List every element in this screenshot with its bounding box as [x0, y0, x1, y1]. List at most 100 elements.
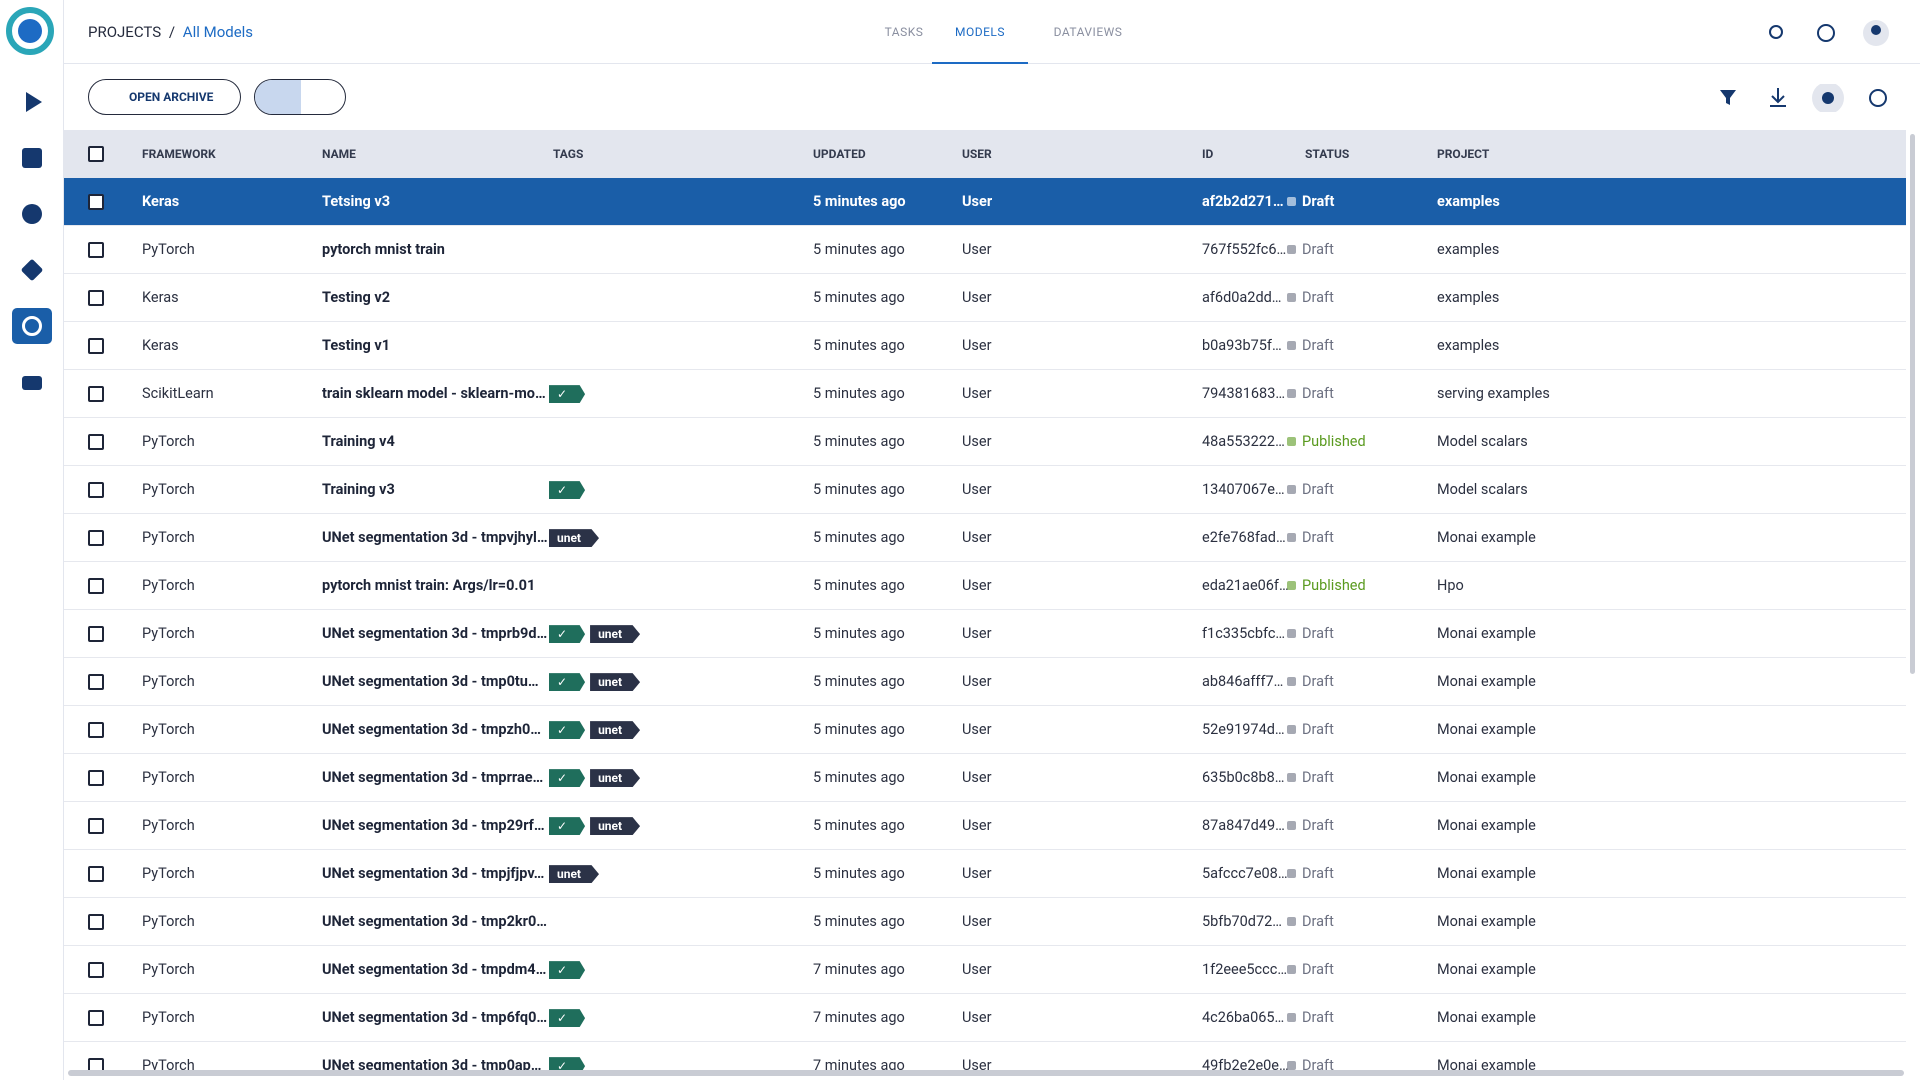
status-label: Draft	[1302, 193, 1335, 210]
row-checkbox[interactable]	[88, 770, 104, 786]
open-archive-button[interactable]: OPEN ARCHIVE	[88, 79, 241, 115]
cell: PyTorch	[142, 433, 195, 450]
cell: e2fe768fad…	[1202, 529, 1286, 546]
row-checkbox[interactable]	[88, 1010, 104, 1026]
table-row[interactable]: PyTorch pytorch mnist train 5 minutes ago U…	[64, 226, 1906, 274]
cell: 1f2eee5ccc…	[1202, 961, 1288, 978]
table-row[interactable]: PyTorch UNet segmentation 3d - tmprrae… 5 …	[64, 754, 1906, 802]
nav-pipelines[interactable]	[26, 92, 42, 112]
column-header: UPDATED	[813, 147, 866, 161]
nav-orchestration[interactable]	[22, 204, 42, 224]
cell: User	[962, 769, 992, 786]
row-checkbox[interactable]	[88, 386, 104, 402]
table-row[interactable]: PyTorch UNet segmentation 3d - tmpzh0… 5 m…	[64, 706, 1906, 754]
cell: f1c335cbfc…	[1202, 625, 1286, 642]
tag: unet	[590, 625, 641, 644]
download[interactable]	[1770, 88, 1786, 107]
table-row[interactable]: PyTorch pytorch mnist train: Args/lr=0.01…	[64, 562, 1906, 610]
row-checkbox[interactable]	[88, 818, 104, 834]
header-icons	[1769, 20, 1889, 46]
row-checkbox[interactable]	[88, 242, 104, 258]
status-cell: Draft	[1287, 802, 1334, 850]
status-icon	[1287, 389, 1296, 398]
row-checkbox[interactable]	[88, 434, 104, 450]
tag: ✓	[549, 385, 586, 404]
cell: 4c26ba065…	[1202, 1009, 1285, 1026]
cell: Monai example	[1437, 529, 1536, 546]
table-row[interactable]: PyTorch UNet segmentation 3d - tmpdm4… 7 m…	[64, 946, 1906, 994]
nav-models-active[interactable]	[12, 308, 52, 344]
cell: User	[962, 1057, 992, 1070]
row-checkbox[interactable]	[88, 722, 104, 738]
status-icon	[1287, 725, 1296, 734]
row-checkbox[interactable]	[88, 194, 104, 210]
nav-reports[interactable]	[22, 376, 42, 390]
table-row[interactable]: Keras Tetsing v3 5 minutes ago User af2b2d27…	[64, 178, 1906, 226]
tag: ✓	[549, 1009, 586, 1028]
tab[interactable]: MODELS	[932, 0, 1028, 64]
h-scrollbar[interactable]	[68, 1070, 1904, 1076]
table-row[interactable]: PyTorch Training v4 5 minutes ago User 48a55…	[64, 418, 1906, 466]
status-cell: Draft	[1287, 226, 1334, 274]
row-checkbox[interactable]	[88, 338, 104, 354]
nav-datasets[interactable]	[22, 148, 42, 168]
status-icon	[1287, 341, 1296, 350]
cell: UNet segmentation 3d - tmpdm4…	[322, 961, 547, 978]
select-all[interactable]	[88, 146, 104, 162]
refresh[interactable]	[1869, 89, 1887, 107]
table-row[interactable]: PyTorch UNet segmentation 3d - tmp0tu… 5 m…	[64, 658, 1906, 706]
models-table: FRAMEWORK NAME TAGS UPDATED USER ID STATUS PROJ…	[64, 130, 1906, 1070]
table-row[interactable]: PyTorch Training v3 5 minutes ago User 13407…	[64, 466, 1906, 514]
cell: 767f552fc6…	[1202, 241, 1287, 258]
cell: PyTorch	[142, 1009, 195, 1026]
table-row[interactable]: PyTorch UNet segmentation 3d - tmp0ap… 7 m…	[64, 1042, 1906, 1070]
cell: 5 minutes ago	[813, 481, 905, 498]
cell: 5bfb70d72…	[1202, 913, 1282, 930]
tag: unet	[549, 529, 599, 548]
row-checkbox[interactable]	[88, 962, 104, 978]
cell: PyTorch	[142, 529, 195, 546]
breadcrumb-root[interactable]: PROJECTS	[88, 23, 162, 41]
view-toggle[interactable]	[254, 79, 346, 115]
cell: UNet segmentation 3d - tmp29rf…	[322, 817, 545, 834]
search-icon[interactable]	[1769, 25, 1783, 39]
tab[interactable]: TASKS	[884, 25, 924, 39]
row-checkbox[interactable]	[88, 866, 104, 882]
cell: 7 minutes ago	[813, 1009, 905, 1026]
table-row[interactable]: ScikitLearn train sklearn model - sklearn…	[64, 370, 1906, 418]
help-icon[interactable]	[1817, 24, 1835, 42]
clear-filter[interactable]	[1720, 90, 1736, 105]
cell: train sklearn model - sklearn-mo…	[322, 385, 546, 402]
cell: UNet segmentation 3d - tmp0tu…	[322, 673, 539, 690]
tab[interactable]: DATAVIEWS	[1053, 25, 1123, 39]
breadcrumb-current[interactable]: All Models	[182, 23, 254, 41]
table-row[interactable]: Keras Testing v2 5 minutes ago User af6d0a2d…	[64, 274, 1906, 322]
row-checkbox[interactable]	[88, 674, 104, 690]
cell: User	[962, 241, 992, 258]
table-row[interactable]: PyTorch UNet segmentation 3d - tmprb9d… 5 …	[64, 610, 1906, 658]
status-icon	[1287, 581, 1296, 590]
row-checkbox[interactable]	[88, 626, 104, 642]
row-checkbox[interactable]	[88, 530, 104, 546]
row-checkbox[interactable]	[88, 578, 104, 594]
table-row[interactable]: PyTorch UNet segmentation 3d - tmp2kr0… 5 …	[64, 898, 1906, 946]
cell: examples	[1437, 289, 1500, 306]
nav-layers[interactable]	[20, 258, 44, 282]
table-row[interactable]: PyTorch UNet segmentation 3d - tmp29rf… 5 …	[64, 802, 1906, 850]
row-checkbox[interactable]	[88, 482, 104, 498]
tag: unet	[549, 865, 599, 884]
v-scrollbar[interactable]	[1910, 134, 1915, 674]
cell: Monai example	[1437, 721, 1536, 738]
cell: ab846afff7…	[1202, 673, 1284, 690]
column-header: ID	[1202, 147, 1214, 161]
cell: 5 minutes ago	[813, 193, 906, 210]
table-row[interactable]: Keras Testing v1 5 minutes ago User b0a93b75…	[64, 322, 1906, 370]
table-row[interactable]: PyTorch UNet segmentation 3d - tmpjfjpv… 5…	[64, 850, 1906, 898]
table-row[interactable]: PyTorch UNet segmentation 3d - tmpvjhyl… 5…	[64, 514, 1906, 562]
cell: 49fb2e2e0e…	[1202, 1057, 1289, 1070]
row-checkbox[interactable]	[88, 914, 104, 930]
table-row[interactable]: PyTorch UNet segmentation 3d - tmp6fq0… 7 …	[64, 994, 1906, 1042]
row-checkbox[interactable]	[88, 290, 104, 306]
cell: Model scalars	[1437, 481, 1528, 498]
row-checkbox[interactable]	[88, 1058, 104, 1070]
